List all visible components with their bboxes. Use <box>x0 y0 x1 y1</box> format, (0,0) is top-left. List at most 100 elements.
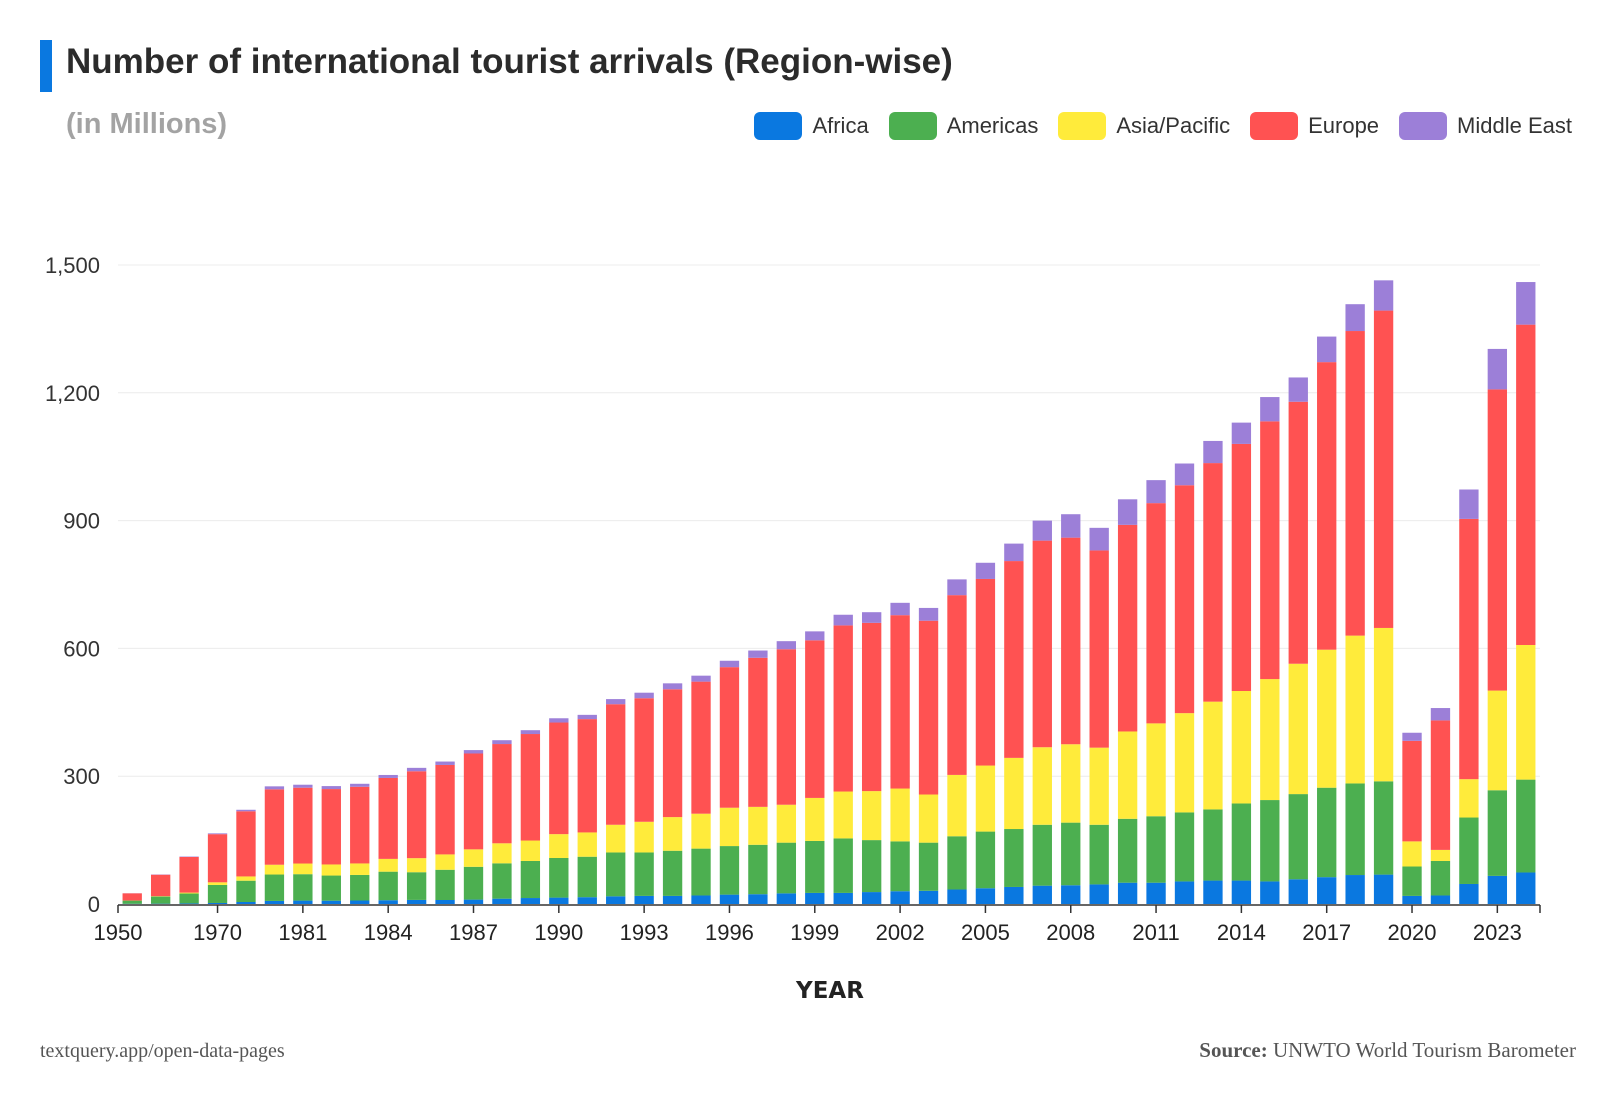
bar-middle-east-2007 <box>1032 520 1052 541</box>
bar-americas-2022 <box>1459 817 1479 884</box>
legend-swatch-middle-east <box>1399 112 1448 140</box>
bar-americas-2005 <box>975 831 996 889</box>
x-tick-label-2011: 2011 <box>1132 920 1179 945</box>
bar-americas-2007 <box>1032 824 1052 886</box>
bar-asia-pacific-2005 <box>975 765 996 832</box>
title-accent-bar <box>40 40 52 92</box>
bar-africa-2008 <box>1061 885 1081 904</box>
bar-americas-1988 <box>492 863 512 899</box>
legend-item-asia-pacific[interactable]: Asia/Pacific <box>1058 112 1230 140</box>
bar-europe-1987 <box>463 753 484 850</box>
x-tick-label-1993: 1993 <box>620 920 669 945</box>
bar-europe-1988 <box>492 744 512 844</box>
bar-americas-2017 <box>1317 787 1337 878</box>
bar-middle-east-2011 <box>1146 480 1166 504</box>
bar-asia-pacific-1995 <box>691 813 711 849</box>
legend-item-europe[interactable]: Europe <box>1250 112 1379 140</box>
bar-americas-2015 <box>1260 800 1280 882</box>
bar-europe-1981 <box>293 787 313 864</box>
footer-website: textquery.app/open-data-pages <box>40 1040 285 1062</box>
bar-asia-pacific-2006 <box>1004 757 1024 830</box>
bar-americas-2021 <box>1430 860 1451 896</box>
bar-asia-pacific-1990 <box>549 834 569 858</box>
bar-europe-2020 <box>1402 740 1422 842</box>
bar-africa-2015 <box>1260 881 1280 904</box>
x-tick-label-1987: 1987 <box>449 920 498 945</box>
bar-africa-1986 <box>435 899 455 904</box>
bar-americas-1982 <box>321 875 341 901</box>
bar-middle-east-1990 <box>549 718 569 723</box>
bar-americas-1981 <box>293 874 313 901</box>
bar-europe-1996 <box>719 667 740 808</box>
legend-swatch-asia-pacific <box>1058 112 1107 140</box>
bar-africa-1999 <box>805 892 825 904</box>
bar-europe-1975 <box>236 811 256 877</box>
bar-middle-east-1992 <box>606 699 626 705</box>
bar-asia-pacific-2007 <box>1032 747 1052 825</box>
bar-europe-2023 <box>1487 389 1508 691</box>
legend-label-middle-east: Middle East <box>1457 113 1572 138</box>
bar-asia-pacific-1989 <box>520 840 541 861</box>
bar-middle-east-1995 <box>691 675 711 682</box>
bar-europe-1995 <box>691 681 711 814</box>
bar-europe-2004 <box>947 595 967 775</box>
bar-middle-east-1975 <box>236 809 256 812</box>
bar-europe-1989 <box>520 734 541 841</box>
bar-europe-2012 <box>1174 485 1195 714</box>
bar-africa-1975 <box>236 901 256 904</box>
bar-americas-2011 <box>1146 816 1166 883</box>
bar-asia-pacific-1992 <box>606 824 626 853</box>
x-tick-label-1999: 1999 <box>790 920 839 945</box>
legend-item-middle-east[interactable]: Middle East <box>1399 112 1572 140</box>
bar-americas-1995 <box>691 848 711 896</box>
bar-middle-east-1996 <box>719 660 740 668</box>
bar-asia-pacific-1994 <box>662 817 683 851</box>
bar-africa-2004 <box>947 889 967 904</box>
stacked-bar-chart: 0 300 600 900 1,200 1,500 1950 1970 1981 1984 198… <box>45 253 1541 1004</box>
bar-africa-2005 <box>975 888 996 904</box>
bar-europe-1965 <box>179 856 199 893</box>
bar-middle-east-2005 <box>975 562 996 579</box>
legend: Africa Americas Asia/Pacific Europe Midd… <box>734 112 1572 140</box>
legend-label-americas: Americas <box>946 113 1039 138</box>
bar-europe-2001 <box>861 622 882 792</box>
x-tick-label-2002: 2002 <box>876 920 925 945</box>
bar-asia-pacific-2001 <box>861 791 882 841</box>
bar-europe-2019 <box>1373 310 1394 628</box>
bar-europe-1985 <box>406 771 427 859</box>
bar-americas-1970 <box>207 884 228 903</box>
bar-europe-2016 <box>1288 401 1308 664</box>
bar-asia-pacific-2003 <box>918 794 939 843</box>
bar-americas-1960 <box>150 896 171 904</box>
legend-item-americas[interactable]: Americas <box>888 112 1039 140</box>
bar-middle-east-2020 <box>1402 732 1422 741</box>
bar-asia-pacific-2009 <box>1089 747 1109 825</box>
bar-americas-2003 <box>918 842 939 891</box>
bar-asia-pacific-2014 <box>1231 691 1252 804</box>
bar-europe-1997 <box>748 657 768 807</box>
bar-americas-1991 <box>577 856 597 898</box>
bar-middle-east-1983 <box>350 783 370 787</box>
bar-americas-2002 <box>890 841 910 892</box>
bar-asia-pacific-2012 <box>1174 713 1195 813</box>
bar-europe-2005 <box>975 578 996 766</box>
bar-asia-pacific-1983 <box>350 863 370 875</box>
bar-europe-1992 <box>606 704 626 825</box>
bar-asia-pacific-2018 <box>1345 635 1365 784</box>
bar-middle-east-1999 <box>805 631 825 641</box>
bar-middle-east-1991 <box>577 714 597 720</box>
bar-middle-east-2009 <box>1089 527 1109 551</box>
bar-europe-1999 <box>805 640 825 798</box>
bar-americas-1990 <box>549 857 569 898</box>
bar-asia-pacific-2016 <box>1288 663 1308 795</box>
legend-item-africa[interactable]: Africa <box>754 112 869 140</box>
bar-americas-1993 <box>634 852 654 896</box>
bar-asia-pacific-1997 <box>748 806 768 845</box>
legend-label-europe: Europe <box>1308 113 1380 138</box>
y-tick-label-1200: 1,200 <box>45 381 100 406</box>
bar-africa-1997 <box>748 894 768 904</box>
bar-middle-east-2014 <box>1231 422 1252 444</box>
bar-middle-east-1989 <box>520 730 541 735</box>
bar-europe-1983 <box>350 786 370 864</box>
bar-americas-2023 <box>1487 790 1508 876</box>
